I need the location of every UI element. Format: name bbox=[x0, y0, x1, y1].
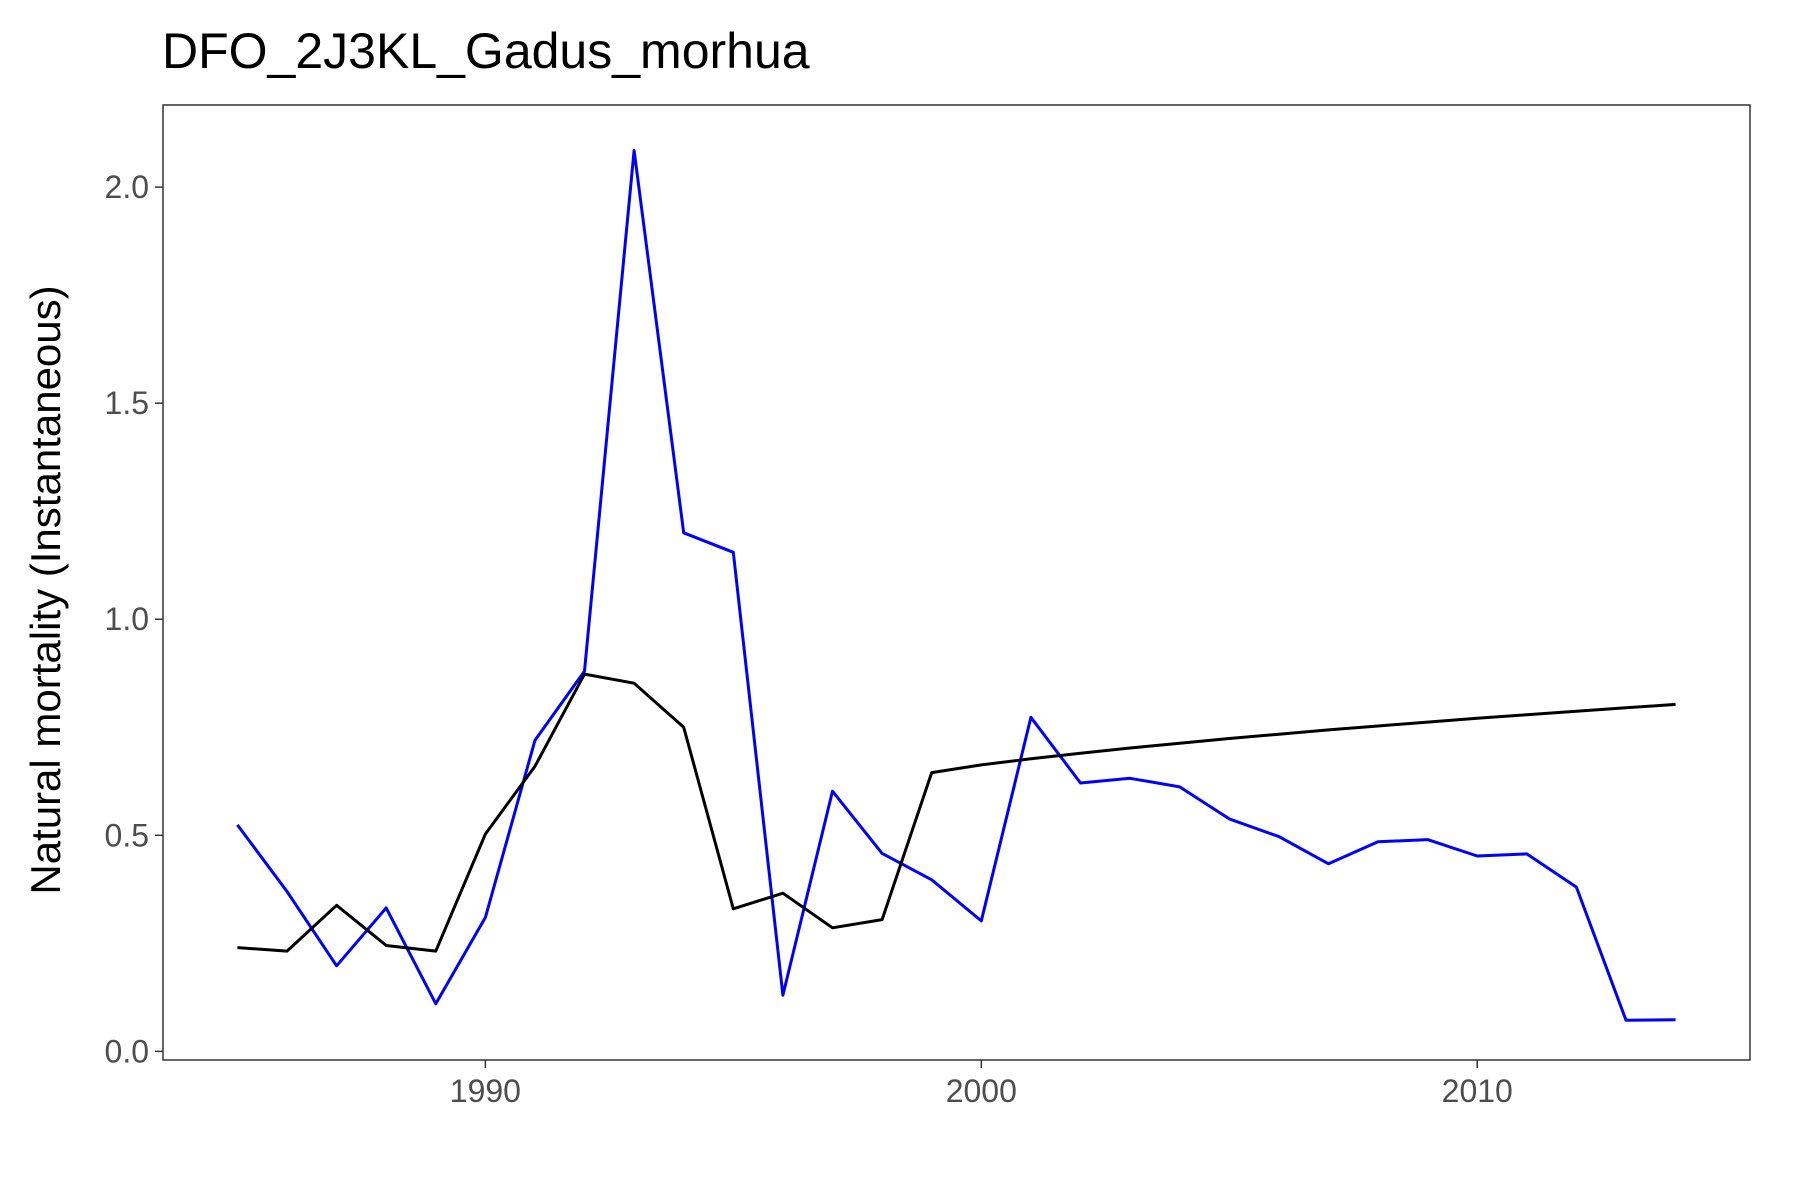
x-axis: 1990 2000 2010 bbox=[450, 1060, 1513, 1109]
x-tick-label: 2000 bbox=[946, 1073, 1017, 1109]
x-tick-label: 1990 bbox=[450, 1073, 521, 1109]
y-tick-label: 1.0 bbox=[105, 601, 149, 637]
y-axis: 0.0 0.5 1.0 1.5 2.0 bbox=[105, 169, 163, 1069]
series-line-2 bbox=[237, 672, 1676, 953]
y-tick-label: 0.0 bbox=[105, 1033, 149, 1069]
chart-title: DFO_2J3KL_Gadus_morhua bbox=[162, 23, 810, 79]
y-axis-title: Natural mortality (Instantaneous) bbox=[22, 285, 69, 894]
y-tick-label: 1.5 bbox=[105, 385, 149, 421]
y-tick-label: 2.0 bbox=[105, 169, 149, 205]
plot-panel bbox=[162, 104, 1751, 1061]
series-line-1 bbox=[236, 148, 1676, 1022]
series-layer bbox=[236, 148, 1676, 1022]
x-tick-label: 2010 bbox=[1442, 1073, 1513, 1109]
y-tick-label: 0.5 bbox=[105, 817, 149, 853]
